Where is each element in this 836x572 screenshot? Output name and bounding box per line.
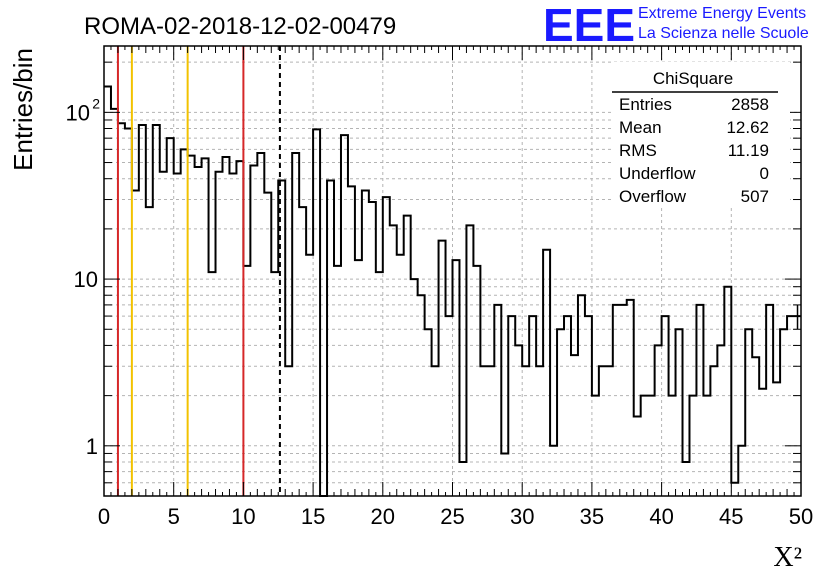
x-tick-label: 30 xyxy=(510,504,534,529)
stats-label-entries: Entries xyxy=(619,95,672,114)
y-tick-label: 10 xyxy=(74,267,98,292)
y-tick-label-exponent: 2 xyxy=(92,95,100,111)
stats-value-mean: 12.62 xyxy=(726,118,769,137)
stats-box: ChiSquare Entries 2858 Mean 12.62 RMS 11… xyxy=(612,62,790,208)
stats-box-background xyxy=(612,62,790,208)
histogram-outline xyxy=(104,85,801,497)
x-tick-label: 15 xyxy=(301,504,325,529)
eee-logo-mark: EEE xyxy=(543,0,635,51)
x-tick-label: 50 xyxy=(789,504,813,529)
stats-label-mean: Mean xyxy=(619,118,662,137)
x-tick-label: 5 xyxy=(168,504,180,529)
x-axis-label: X² xyxy=(773,542,802,572)
x-tick-label: 35 xyxy=(580,504,604,529)
y-tick-label: 10 xyxy=(66,100,90,125)
stats-value-entries: 2858 xyxy=(731,95,769,114)
stats-value-underflow: 0 xyxy=(760,164,769,183)
eee-logo-line1: Extreme Energy Events xyxy=(638,5,806,22)
stats-box-title: ChiSquare xyxy=(653,69,733,88)
stats-value-rms: 11.19 xyxy=(728,141,769,160)
reference-lines xyxy=(116,46,281,496)
eee-logo: EEE Extreme Energy Events La Scienza nel… xyxy=(543,0,809,51)
x-tick-label: 10 xyxy=(231,504,255,529)
stats-label-overflow: Overflow xyxy=(619,187,687,206)
x-tick-label: 45 xyxy=(719,504,743,529)
x-tick-label: 0 xyxy=(98,504,110,529)
y-tick-label: 1 xyxy=(86,434,98,459)
x-tick-label: 40 xyxy=(649,504,673,529)
histogram-bars xyxy=(104,85,801,497)
x-tick-label: 25 xyxy=(440,504,464,529)
x-tick-label: 20 xyxy=(371,504,395,529)
stats-value-overflow: 507 xyxy=(741,187,769,206)
y-axis-label: Entries/bin xyxy=(8,48,38,171)
stats-label-rms: RMS xyxy=(619,141,657,160)
stats-label-underflow: Underflow xyxy=(619,164,696,183)
run-title: ROMA-02-2018-12-02-00479 xyxy=(84,13,396,40)
eee-logo-line2: La Scienza nelle Scuole xyxy=(638,25,809,42)
